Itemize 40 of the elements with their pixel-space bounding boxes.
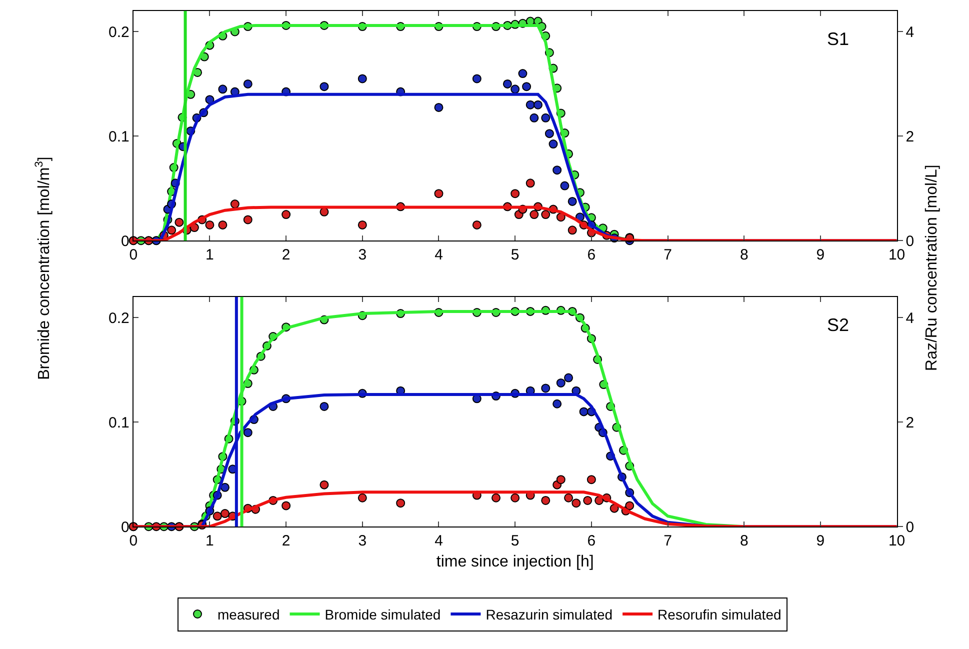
y2-tick-label: 4 [906,310,914,327]
x-tick-label: 2 [282,246,290,264]
x-tick-label: 5 [510,246,520,264]
y-tick-label: 0.1 [108,414,130,432]
x-tick-label: 5 [510,532,520,550]
x-tick-label: 3 [358,532,367,550]
x-tick-label: 9 [816,532,825,550]
x-tick-label: 1 [206,246,214,264]
y-tick-label: 0.2 [108,24,130,41]
x-tick-label: 9 [816,246,825,264]
x-tick-label: 1 [206,532,214,550]
y2-tick-label: 4 [906,24,914,41]
x-tick-label: 3 [358,246,367,264]
y2-axis-title: Raz/Ru concentration [mol/L] [924,164,941,371]
y-tick-label: 0 [121,232,130,250]
y-tick-label: 0 [121,518,130,536]
y2-tick-label: 2 [906,128,914,146]
x-tick-label: 6 [587,532,596,550]
y2-tick-label: 0 [906,232,914,250]
x-tick-label: 10 [888,532,906,550]
annotation: S1 [827,29,850,49]
legend-label: Bromide simulated [324,606,441,622]
x-tick-label: 4 [434,532,443,550]
y2-tick-label: 2 [906,414,914,432]
x-tick-label: 8 [740,246,748,264]
legend-label: Resorufin simulated [658,606,782,622]
x-tick-label: 8 [740,532,748,550]
legend-label: measured [218,606,280,622]
x-tick-label: 10 [888,246,906,264]
x-tick-label: 2 [282,532,290,550]
y-tick-label: 0.1 [108,128,130,146]
x-tick-label: 6 [587,246,596,264]
x-tick-label: 4 [434,246,443,264]
legend-label: Resazurin simulated [486,606,613,622]
annotation: S2 [827,315,850,335]
x-tick-label: 7 [664,532,672,550]
y-tick-label: 0.2 [108,310,130,327]
x-tick-label: 7 [664,246,672,264]
x-axis-title: time since injection [h] [436,553,594,570]
y2-tick-label: 0 [906,518,914,536]
